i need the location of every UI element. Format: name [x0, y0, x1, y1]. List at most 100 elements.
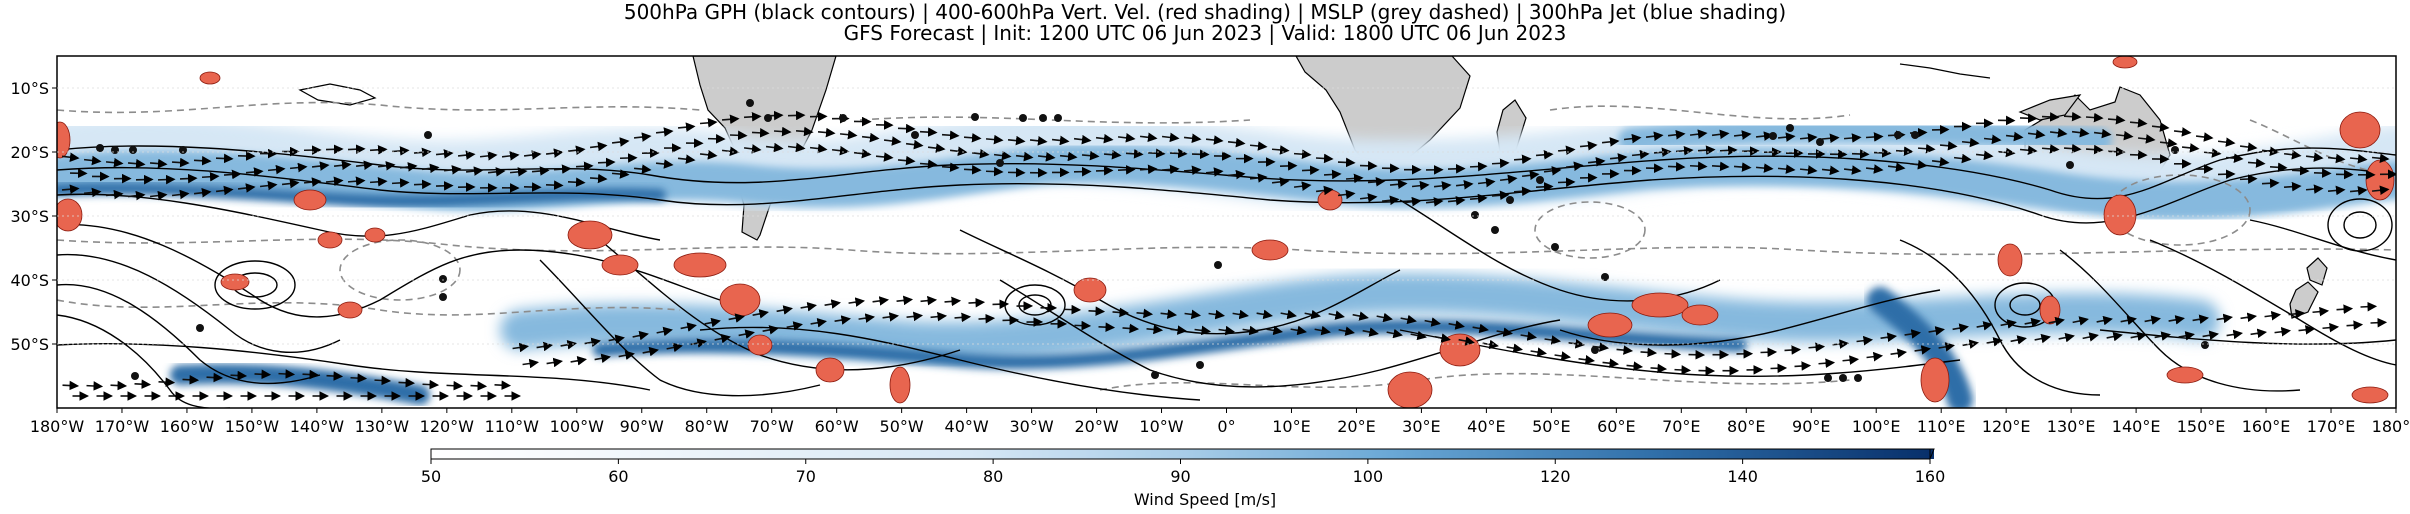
wind-arrow: [1205, 135, 1224, 145]
wind-arrow: [1139, 132, 1158, 143]
wind-arrow: [1293, 181, 1312, 191]
wind-arrow: [2107, 114, 2126, 125]
wind-arrow: [1578, 354, 1596, 365]
wind-arrow: [1557, 145, 1576, 156]
wind-arrow: [875, 152, 894, 162]
wind-arrow: [968, 297, 986, 308]
wind-arrow: [1616, 345, 1634, 355]
wind-arrow: [1081, 150, 1100, 161]
wind-arrow: [1821, 133, 1840, 144]
wind-arrow: [1544, 335, 1562, 345]
wind-arrow: [2085, 112, 2104, 123]
wind-arrow: [134, 379, 152, 389]
wind-arrow: [443, 165, 462, 175]
wind-arrow: [347, 176, 366, 187]
wind-arrow: [457, 150, 476, 160]
wind-arrow: [809, 143, 828, 154]
wind-arrow: [2370, 317, 2388, 328]
wind-arrow: [1389, 179, 1408, 190]
wind-arrow: [245, 167, 264, 177]
wind-arrow: [2264, 310, 2282, 321]
wind-arrow: [1557, 177, 1576, 188]
wind-arrow: [2274, 326, 2292, 337]
wind-arrow: [311, 161, 330, 171]
wind-arrow: [608, 334, 625, 344]
wind-arrow: [2082, 332, 2099, 342]
wind-arrow: [487, 167, 506, 177]
wind-arrow: [1314, 325, 1331, 336]
wind-arrow: [941, 162, 960, 173]
lon-tick-label: 80°W: [685, 417, 729, 436]
wind-arrow: [2239, 174, 2258, 184]
wind-arrow: [897, 123, 916, 134]
wind-arrow: [2269, 162, 2288, 173]
wind-arrow: [182, 375, 200, 385]
colorbar-ticks: 50 60 70 80 90 100 120 140 160: [421, 459, 1945, 486]
wind-arrow: [399, 162, 418, 172]
wind-arrow: [1568, 338, 1586, 349]
wind-arrow: [259, 180, 278, 191]
wind-arrow: [1975, 150, 1994, 161]
wind-arrow: [1733, 130, 1752, 140]
wind-arrow: [1866, 351, 1884, 362]
wind-arrow: [1520, 331, 1537, 341]
wind-arrow: [2093, 128, 2112, 139]
figure-title-line-2: GFS Forecast | Init: 1200 UTC 06 Jun 202…: [843, 21, 1567, 45]
wind-arrow: [963, 164, 982, 175]
wind-arrow: [1587, 157, 1606, 167]
wind-arrow: [2298, 325, 2316, 335]
wind-arrow: [677, 122, 696, 132]
wind-arrow: [1051, 135, 1070, 146]
wind-arrow: [699, 150, 718, 160]
wind-arrow: [1410, 330, 1427, 341]
wind-arrow: [2168, 315, 2185, 325]
wind-arrow: [61, 152, 80, 163]
wind-arrow: [1117, 133, 1136, 143]
wind-arrow: [1125, 149, 1144, 159]
wind-arrow: [1609, 153, 1628, 163]
wind-arrow: [1160, 309, 1178, 319]
lon-tick-label: 50°E: [1532, 417, 1570, 436]
wind-arrow: [2216, 313, 2233, 324]
wind-arrow: [1777, 132, 1796, 142]
wind-arrow: [1626, 361, 1644, 371]
wind-arrow: [906, 311, 924, 322]
wind-arrow: [944, 296, 962, 307]
lon-tick-label: 170°E: [2307, 417, 2356, 436]
wind-arrow: [1667, 161, 1686, 172]
wind-arrow: [589, 141, 608, 152]
wind-arrow: [545, 180, 564, 190]
wind-arrow: [1799, 133, 1818, 143]
wind-arrow: [1719, 145, 1738, 156]
wind-arrow: [1818, 358, 1836, 369]
wind-arrow: [325, 144, 344, 155]
wind-arrow: [1535, 150, 1554, 160]
wind-arrow: [545, 148, 564, 158]
wind-arrow: [1521, 170, 1540, 181]
wind-arrow: [2181, 143, 2200, 153]
wind-arrow: [2019, 113, 2038, 124]
wind-arrow: [776, 305, 793, 315]
wind-arrow: [963, 132, 982, 143]
wind-arrow: [882, 312, 900, 322]
lon-tick-label: 150°W: [225, 417, 280, 436]
wind-arrow: [872, 296, 890, 306]
wind-arrow: [1675, 145, 1694, 156]
wind-arrow: [201, 171, 220, 182]
wind-arrow: [1808, 342, 1826, 353]
wind-arrow: [1535, 182, 1554, 192]
wind-arrow: [1733, 162, 1752, 172]
wind-arrow: [1400, 314, 1417, 325]
wind-arrow: [2346, 320, 2364, 330]
wind-arrow: [853, 148, 872, 159]
wind-arrow: [824, 299, 841, 309]
wind-arrow: [1499, 174, 1518, 185]
wind-arrow: [2115, 130, 2134, 141]
lon-tick-label: 140°W: [290, 417, 345, 436]
wind-arrow: [1362, 327, 1379, 337]
wind-arrow: [611, 137, 630, 147]
lon-tick-label: 100°W: [550, 417, 605, 436]
lat-tick-label: 10°S: [10, 79, 49, 98]
wind-arrow: [2349, 154, 2368, 164]
lat-tick-label: 30°S: [10, 207, 49, 226]
